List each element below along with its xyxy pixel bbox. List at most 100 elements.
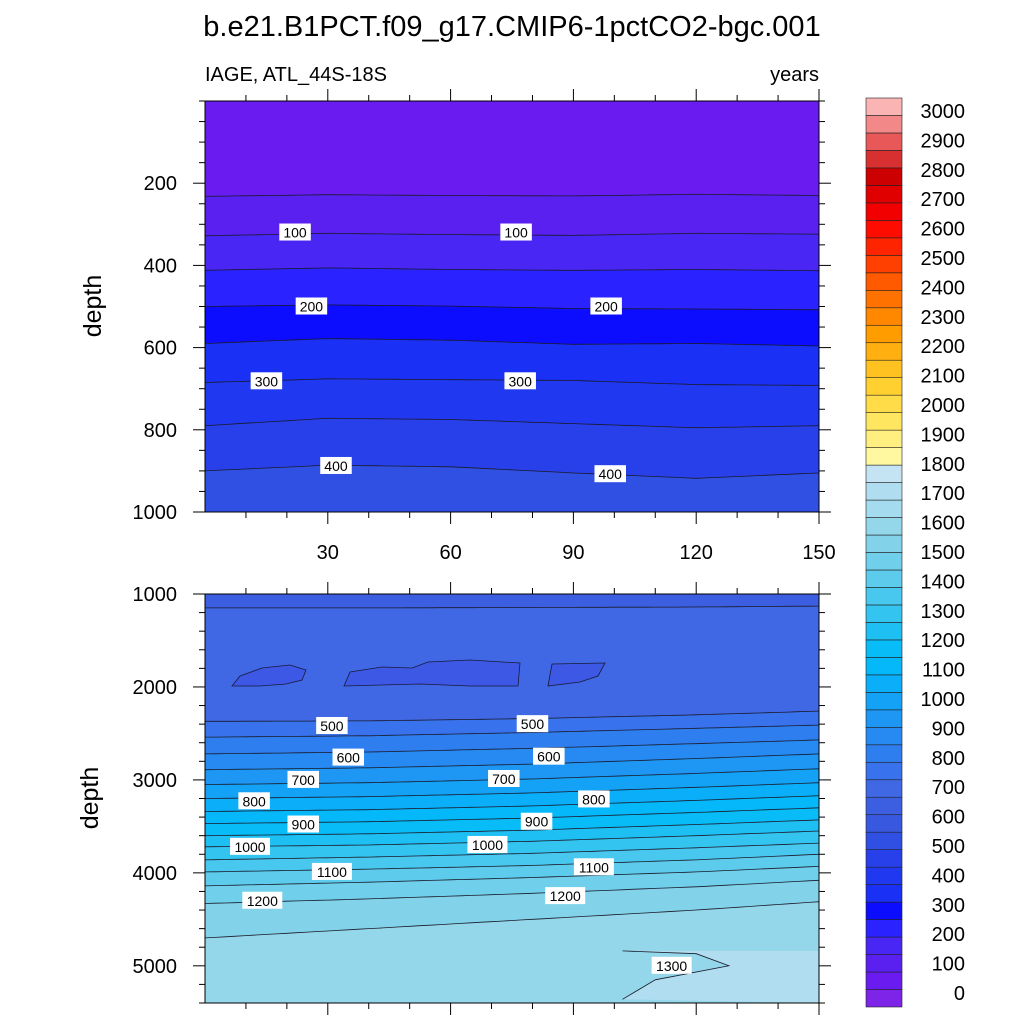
colorbar-box <box>865 866 903 885</box>
colorbar-label: 3000 <box>921 101 966 123</box>
contour-label: 600 <box>332 748 365 766</box>
colorbar-label: 2500 <box>921 248 966 270</box>
colorbar-label: 2600 <box>921 219 966 241</box>
colorbar-label: 0 <box>954 983 965 1005</box>
colorbar-label: 1500 <box>921 542 966 564</box>
panel-left-label: IAGE, ATL_44S-18S <box>205 64 387 86</box>
contour-label-box <box>516 715 549 733</box>
colorbar-box <box>865 359 903 378</box>
colorbar-box <box>865 464 903 483</box>
contour-label: 700 <box>287 770 319 788</box>
contour-label-text: 100 <box>283 225 307 241</box>
colorbar-box <box>865 202 903 221</box>
colorbar-box <box>865 954 903 973</box>
contour-label-text: 100 <box>504 225 528 241</box>
contour-label: 100 <box>500 223 532 241</box>
colorbar-box <box>865 761 903 781</box>
colorbar-box <box>865 499 903 518</box>
colorbar-box <box>865 552 903 571</box>
colorbar-label: 1000 <box>921 689 966 711</box>
colorbar-box <box>865 307 903 326</box>
contour-label-box <box>573 858 614 876</box>
lower-contour-labels: 500 500 600 600 700 700 800 800 900 900 1000 1000 11… <box>230 715 692 974</box>
contour-fill-band <box>205 594 819 609</box>
upper-y-axis-label: depth <box>79 275 107 338</box>
contour-label-text: 200 <box>594 299 618 315</box>
contour-label: 900 <box>287 815 319 833</box>
contour-line <box>205 417 819 429</box>
contour-label-text: 300 <box>509 373 533 389</box>
colorbar-box <box>865 167 903 186</box>
colorbar-box <box>865 849 903 868</box>
x-tick-label: 90 <box>562 542 584 564</box>
contour-label: 100 <box>279 223 311 241</box>
colorbar-box <box>865 692 903 711</box>
contour-label-box <box>250 372 283 390</box>
colorbar-box <box>865 587 903 606</box>
contour-label: 800 <box>238 792 270 810</box>
colorbar-box <box>865 289 903 309</box>
contour-label-box <box>467 835 508 853</box>
colorbar-box <box>865 220 903 239</box>
colorbar-box <box>865 639 903 658</box>
contour-label-box <box>295 297 328 315</box>
contour-label-text: 1000 <box>234 839 265 855</box>
colorbar-box <box>865 482 903 501</box>
colorbar-box <box>865 517 903 536</box>
contour-label-box <box>578 790 610 808</box>
colorbar-box <box>865 185 903 204</box>
colorbar-box <box>865 377 903 396</box>
contour-label-text: 800 <box>582 791 606 807</box>
colorbar-box <box>865 569 903 588</box>
contour-label-box <box>500 223 532 241</box>
contour-label: 300 <box>504 372 536 390</box>
contour-label: 1200 <box>545 887 586 905</box>
colorbar-box <box>865 272 903 291</box>
contour-label-box <box>287 770 319 788</box>
lower-filled-contours <box>205 594 819 1003</box>
colorbar-label: 1700 <box>921 483 966 505</box>
contour-label-box <box>311 862 352 880</box>
contour-label: 1000 <box>467 835 508 853</box>
colorbar-label: 2800 <box>921 160 966 182</box>
colorbar: 0 100 200 300 400 500 600 700 800 900 1000 1100 1200… <box>865 97 966 1008</box>
contour-label-box <box>332 748 365 766</box>
contour-label: 1300 <box>651 956 692 974</box>
colorbar-box <box>865 150 903 169</box>
colorbar-box <box>865 394 903 413</box>
colorbar-box <box>865 237 903 256</box>
contour-label: 1100 <box>311 862 352 880</box>
contour-label-box <box>533 747 565 765</box>
colorbar-label: 2200 <box>921 336 966 358</box>
contour-line <box>205 710 819 722</box>
contour-label-text: 400 <box>599 466 623 482</box>
contour-label: 900 <box>520 812 553 830</box>
contour-label-text: 400 <box>324 458 348 474</box>
contour-line <box>205 464 819 479</box>
contour-line <box>205 267 819 272</box>
colorbar-label: 200 <box>932 924 965 946</box>
contour-label: 200 <box>295 297 328 315</box>
colorbar-box <box>865 884 903 903</box>
contour-label-box <box>488 769 520 787</box>
contour-label-box <box>504 372 536 390</box>
contour-line <box>205 901 819 939</box>
contour-label-text: 900 <box>292 817 316 833</box>
colorbar-label: 600 <box>932 807 965 829</box>
y-tick-label: 1000 <box>133 502 178 524</box>
colorbar-label: 2300 <box>921 307 966 329</box>
colorbar-label: 1900 <box>921 424 966 446</box>
upper-contour-panel: 100 100 200 200 300 300 400 400 30 60 90 120 150 200… <box>79 89 836 564</box>
contour-label-text: 1100 <box>579 859 609 875</box>
y-tick-label: 400 <box>144 255 177 277</box>
colorbar-label: 2400 <box>921 277 966 299</box>
contour-label: 500 <box>516 715 549 733</box>
colorbar-label: 800 <box>932 748 965 770</box>
contour-label-box <box>590 297 622 315</box>
colorbar-box <box>865 255 903 274</box>
contour-label: 600 <box>533 747 565 765</box>
contour-label-box <box>279 223 311 241</box>
colorbar-box <box>865 412 903 431</box>
colorbar-label: 400 <box>932 865 965 887</box>
contour-line <box>205 724 819 738</box>
